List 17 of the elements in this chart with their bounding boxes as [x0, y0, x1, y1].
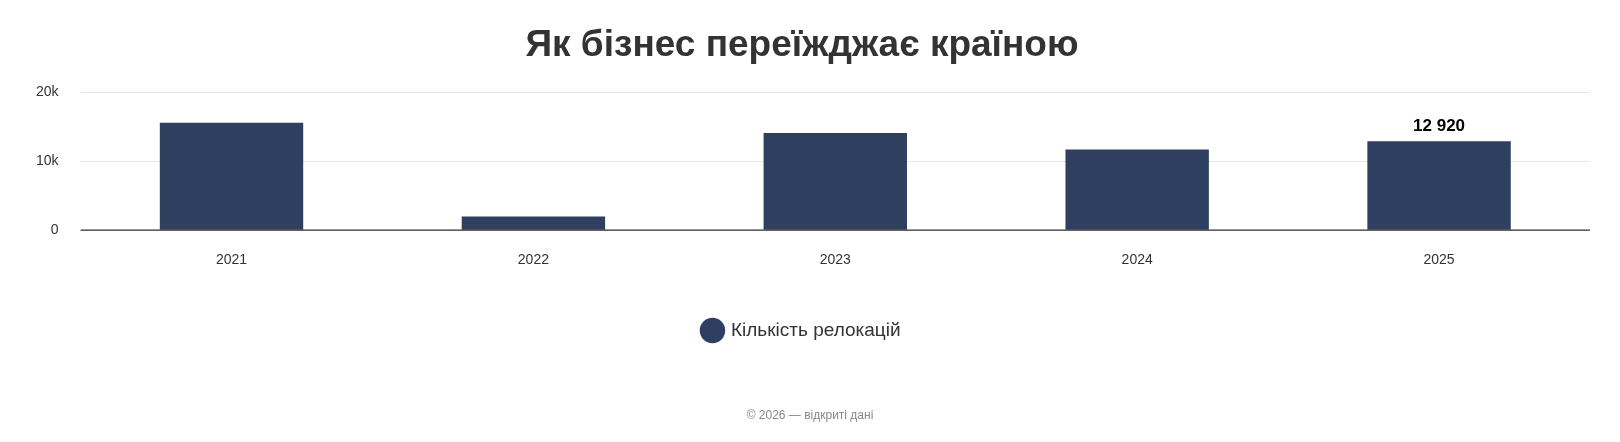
text: © 2026 — відкриті дані	[745, 408, 875, 422]
x-tick-label: 2023	[819, 251, 852, 268]
bar	[1065, 149, 1209, 230]
bar	[763, 133, 907, 230]
y-tick-label: 10k	[35, 152, 60, 169]
bar	[461, 216, 606, 230]
bar	[159, 122, 304, 230]
x-tick-label: 2022	[517, 251, 550, 268]
y-tick-label: 0	[50, 221, 59, 238]
legend-label: Кількість релокацій	[730, 318, 901, 340]
x-tick-label: 2024	[1121, 251, 1153, 268]
data-label: 12 920	[1413, 116, 1466, 136]
x-tick-label: 2021	[215, 251, 248, 268]
y-tick-label: 20k	[35, 83, 60, 100]
chart-title: Як бізнес переїжджає країною	[525, 23, 1079, 65]
x-tick-label: 2025	[1423, 251, 1455, 268]
bar	[1367, 141, 1511, 230]
